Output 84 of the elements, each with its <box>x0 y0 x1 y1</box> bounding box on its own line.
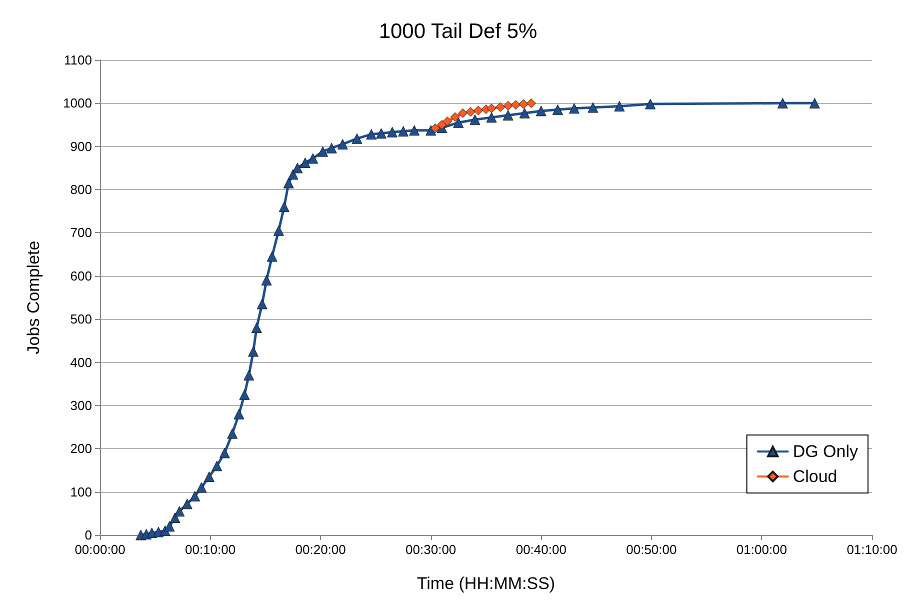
point <box>526 98 536 108</box>
x-tick-label: 00:40:00 <box>516 542 566 557</box>
point <box>212 460 222 472</box>
y-tick-label: 1000 <box>63 96 92 111</box>
point <box>196 482 207 493</box>
y-tick-label: 400 <box>70 354 92 370</box>
point <box>366 129 377 140</box>
point <box>292 162 303 174</box>
point <box>450 112 460 122</box>
point <box>337 138 348 150</box>
point <box>503 101 513 111</box>
point <box>409 125 420 136</box>
point <box>486 112 497 123</box>
point <box>318 146 328 157</box>
point <box>458 108 468 118</box>
point <box>248 346 259 357</box>
y-tick-label: 500 <box>70 312 92 327</box>
y-tick-label: 900 <box>70 138 92 154</box>
point <box>442 116 452 126</box>
chart-title: 1000 Tail Def 5% <box>378 20 538 43</box>
point <box>511 100 521 110</box>
y-tick-label: 300 <box>70 398 92 413</box>
x-tick-label: 00:20:00 <box>295 542 346 557</box>
point <box>552 104 563 115</box>
point <box>519 108 530 118</box>
point <box>239 389 250 400</box>
point <box>164 521 175 532</box>
point <box>261 274 272 286</box>
point <box>474 106 484 116</box>
point <box>308 153 318 164</box>
legend-label: DG Only <box>792 442 858 461</box>
point <box>502 110 514 121</box>
point <box>234 408 244 420</box>
point <box>376 128 386 139</box>
point <box>174 506 185 516</box>
point <box>251 322 262 333</box>
point <box>809 98 820 108</box>
x-tick-label: 00:30:00 <box>406 542 456 557</box>
point <box>190 490 200 502</box>
point <box>645 98 656 110</box>
y-tick-label: 200 <box>70 441 92 456</box>
point <box>326 142 337 154</box>
point <box>300 158 310 168</box>
point <box>256 298 268 310</box>
point <box>387 126 398 138</box>
y-axis-title: Jobs Complete <box>24 240 43 354</box>
point <box>278 202 290 212</box>
point <box>204 471 214 482</box>
point <box>470 114 480 125</box>
point <box>398 126 409 136</box>
point <box>170 512 180 523</box>
point <box>244 370 254 380</box>
point <box>437 120 447 130</box>
point <box>466 107 476 117</box>
x-tick-label: 00:00:00 <box>74 542 126 557</box>
point <box>453 117 464 128</box>
point <box>518 99 528 109</box>
point <box>352 133 362 144</box>
point <box>266 251 278 262</box>
point <box>273 225 284 236</box>
point <box>614 100 625 112</box>
y-tick-label: 800 <box>70 182 92 198</box>
x-tick-label: 01:00:00 <box>736 542 788 557</box>
point <box>430 123 440 133</box>
point <box>777 98 788 108</box>
y-tick-label: 0 <box>84 528 92 542</box>
x-axis-title: Time (HH:MM:SS) <box>416 574 556 593</box>
legend-label: Cloud <box>792 467 838 486</box>
point <box>182 498 192 510</box>
point <box>227 428 238 439</box>
x-tick-label: 00:50:00 <box>626 542 677 557</box>
point <box>283 178 294 188</box>
x-tick-label: 01:10:00 <box>846 542 898 557</box>
y-tick-label: 100 <box>70 484 92 500</box>
point <box>568 103 580 114</box>
point <box>486 104 496 114</box>
x-tick-label: 00:10:00 <box>184 542 236 557</box>
point <box>536 106 546 116</box>
point <box>588 102 598 113</box>
y-tick-label: 700 <box>70 225 92 240</box>
y-tick-label: 1100 <box>64 52 92 68</box>
point <box>219 448 230 458</box>
point <box>496 102 506 112</box>
y-tick-label: 600 <box>70 268 92 284</box>
